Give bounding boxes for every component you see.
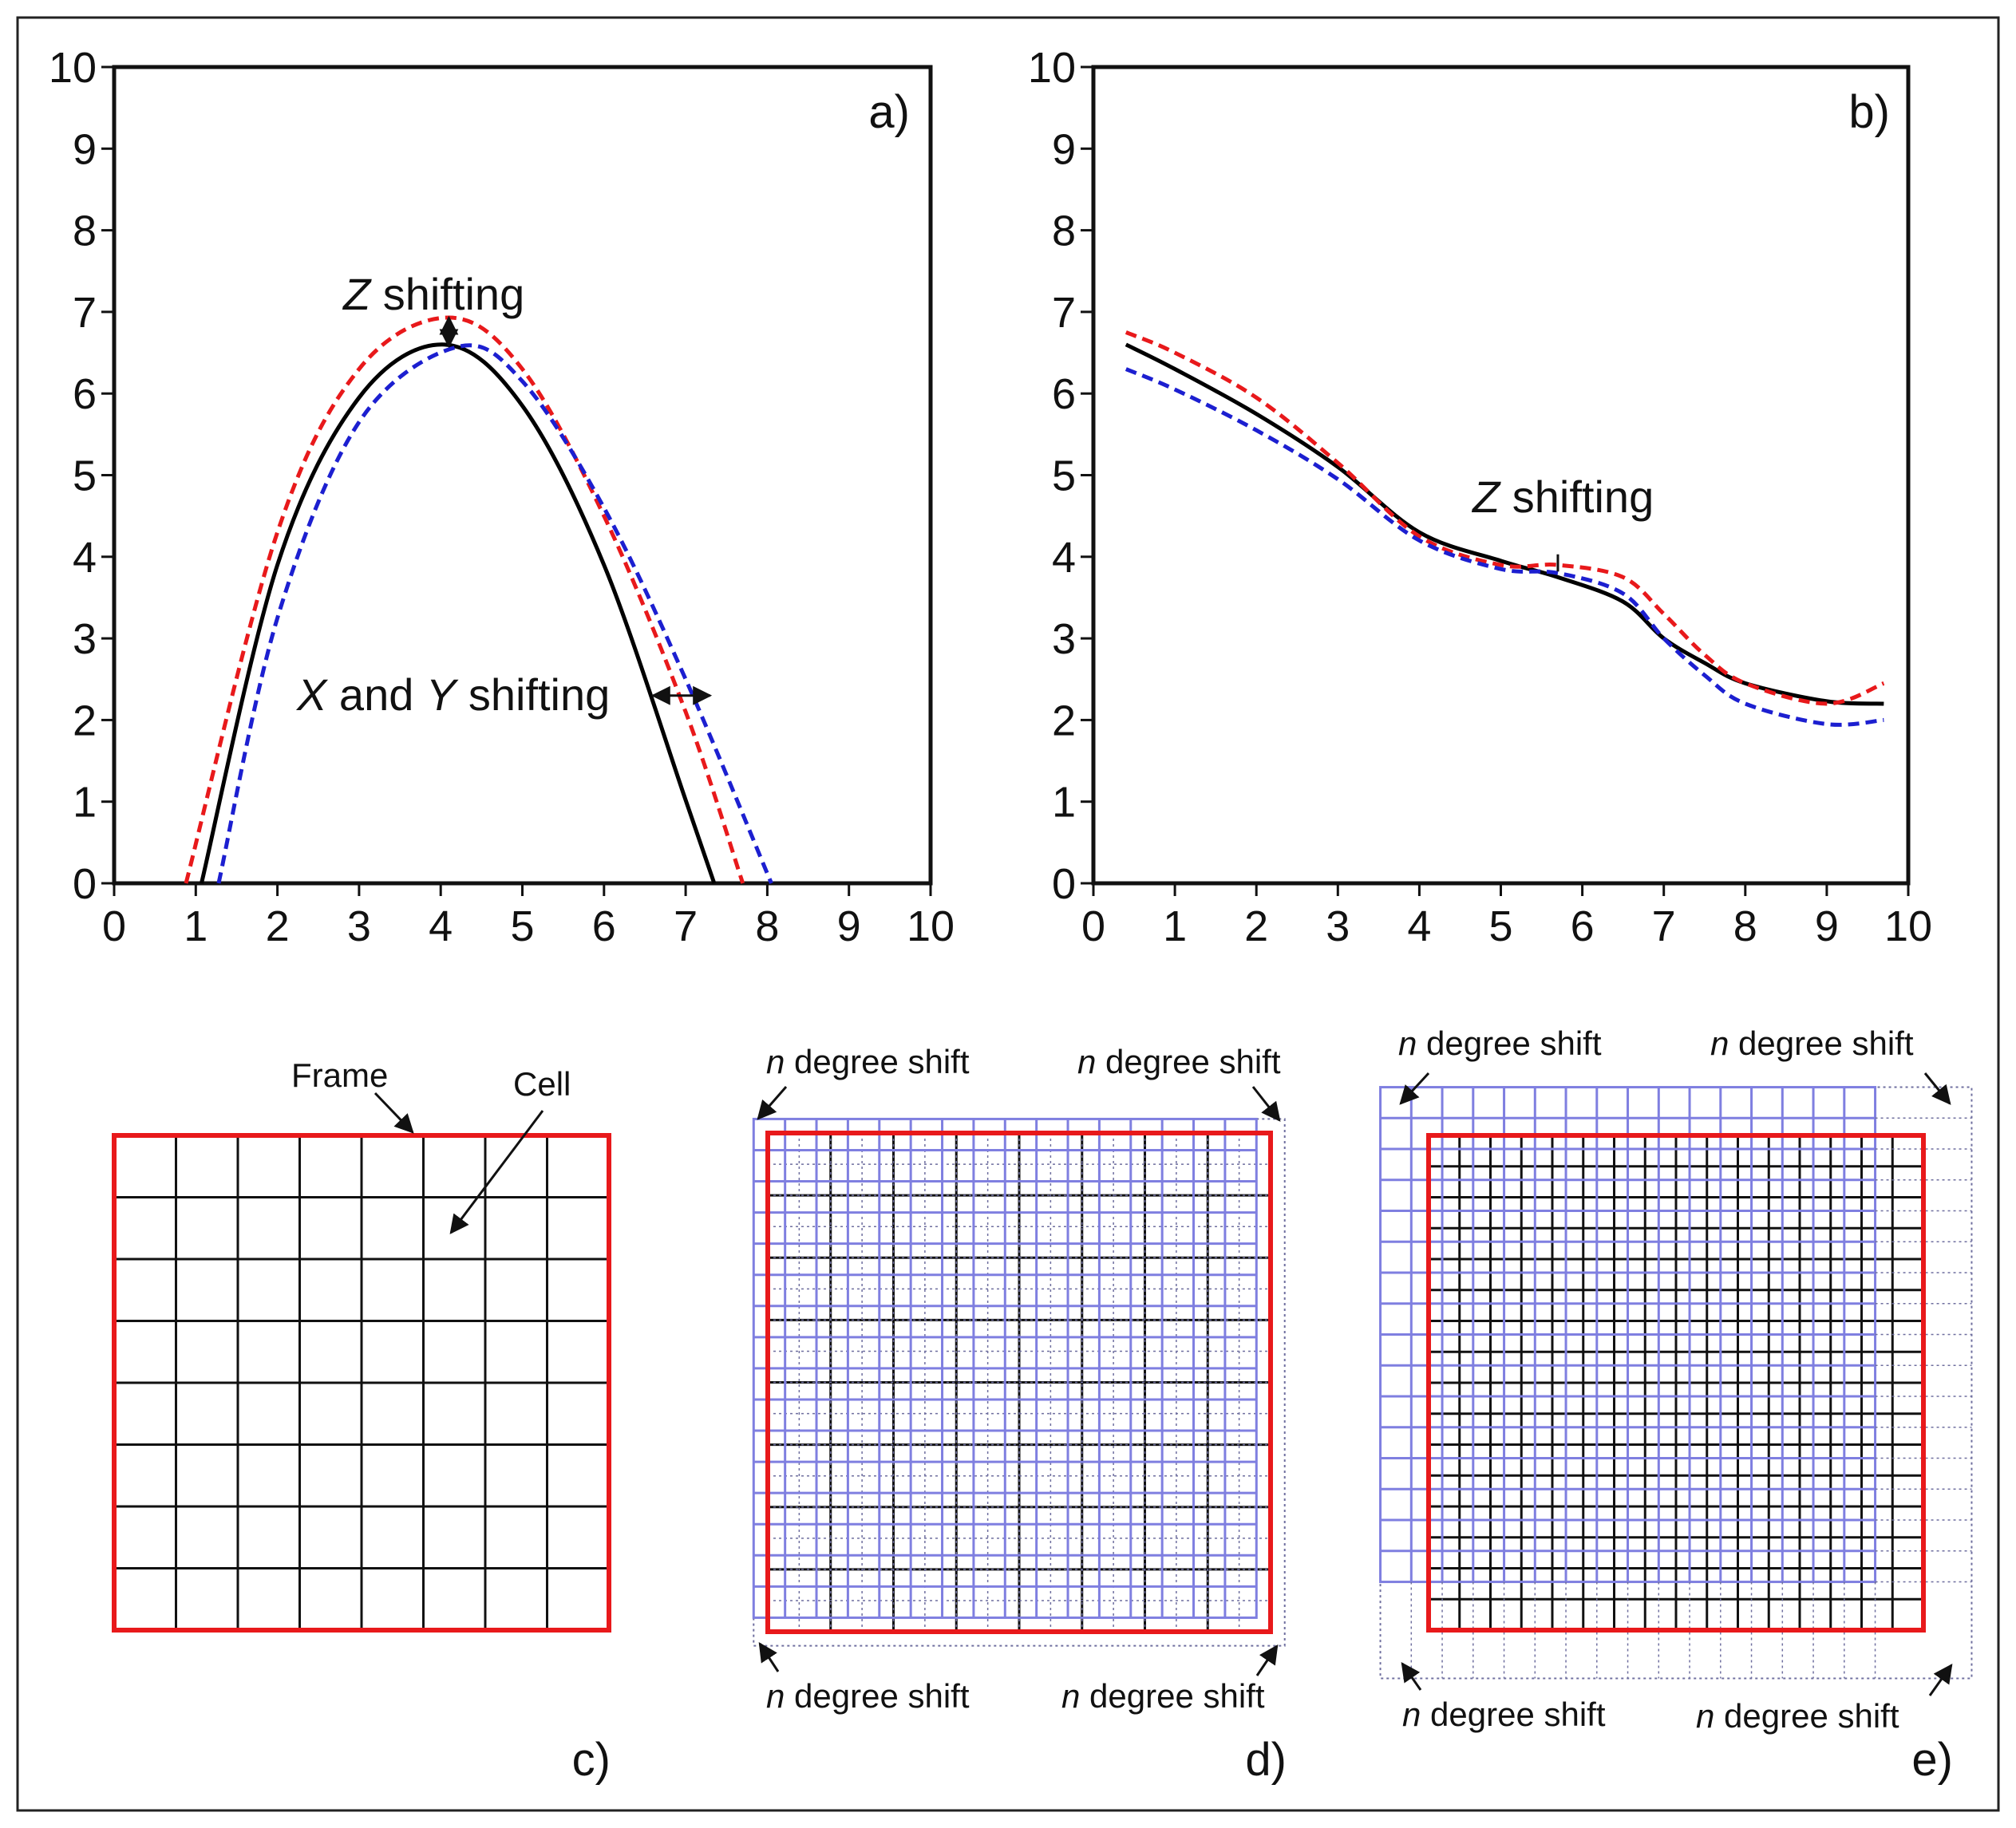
panel-e-shift-arrow-bottom-right xyxy=(1928,1664,1953,1696)
panel-b-y-tick-label: 7 xyxy=(1052,289,1076,337)
panel-b-y-tick-label: 4 xyxy=(1052,534,1076,582)
panel-a-series-z-shifted xyxy=(184,315,745,884)
panel-b-series-x-and-y-shifted xyxy=(1125,367,1884,727)
panel-d-shift-arrow-top-left xyxy=(757,1086,788,1120)
panel-e-shift-label-bottom-right: n degree shift xyxy=(1696,1697,1899,1735)
panel-a-x-tick-label: 10 xyxy=(907,902,955,950)
panel-c-cell-label: Cell xyxy=(513,1065,571,1103)
panel-e-shift-label-top-left: n degree shift xyxy=(1398,1025,1602,1062)
panel-e-shift-label-bottom-left: n degree shift xyxy=(1402,1696,1606,1733)
panel-b-x-tick-label: 7 xyxy=(1652,902,1676,950)
panel-a-series xyxy=(184,315,773,884)
panel-e-shift-label-top-right: n degree shift xyxy=(1710,1025,1914,1062)
panel-b-y-tick-label: 2 xyxy=(1052,697,1076,744)
panel-a-tag: a) xyxy=(868,86,910,138)
panel-d-shift-arrow-top-right xyxy=(1251,1086,1281,1122)
panel-c-cell-arrow xyxy=(449,1110,544,1234)
panel-b-axes: 0 1 2 3 4 5 6 7 8 9 10 0 1 2 3 4 5 6 7 8 9 10 xyxy=(1028,44,1932,950)
panel-e: n degree shift n degree shift n degree s… xyxy=(1379,1025,1973,1786)
panel-b-series-original xyxy=(1125,342,1884,706)
outer-figure-border xyxy=(16,16,2000,1812)
panel-b-x-tick-label: 8 xyxy=(1733,902,1757,950)
panel-b-x-tick-label: 2 xyxy=(1244,902,1268,950)
panel-b-x-tick-label: 6 xyxy=(1571,902,1595,950)
panel-d-frame xyxy=(765,1131,1273,1634)
panel-a-z-shift-label: Z shifting xyxy=(342,269,524,319)
panel-d-tag: d) xyxy=(1245,1734,1287,1786)
panel-a-x-tick-label: 6 xyxy=(592,902,616,950)
panel-a-xy-shift-label: X and Y shifting xyxy=(295,669,610,720)
panel-a-x-tick-label: 3 xyxy=(347,902,371,950)
panel-b-y-tick-label: 0 xyxy=(1052,860,1076,908)
panel-b-z-shift-label: Z shifting xyxy=(1471,472,1654,522)
panel-a-series-x-and-y-shifted xyxy=(216,343,773,884)
panel-b-y-tick-label: 8 xyxy=(1052,207,1076,255)
panel-d-shift-arrow-bottom-left xyxy=(758,1641,780,1672)
panel-b-y-tick-label: 3 xyxy=(1052,615,1076,663)
panel-a-y-tick-label: 0 xyxy=(73,860,97,908)
panel-a-y-tick-label: 8 xyxy=(73,207,97,255)
panel-b-series-z-shifted xyxy=(1125,330,1885,706)
panel-b-x-tick-label: 1 xyxy=(1163,902,1187,950)
panel-e-shift-arrow-top-left xyxy=(1399,1072,1430,1105)
panel-b-tag: b) xyxy=(1848,86,1890,138)
panel-b-x-tick-label: 10 xyxy=(1884,902,1932,950)
panel-e-frame xyxy=(1426,1133,1926,1633)
panel-c: Frame Cell c) xyxy=(112,1056,611,1786)
panel-a-y-tick-label: 6 xyxy=(73,370,97,418)
panel-a-x-tick-label: 0 xyxy=(102,902,126,950)
panel-b-y-tick-label: 6 xyxy=(1052,370,1076,418)
panel-c-frame-arrow xyxy=(374,1092,414,1134)
panel-a-y-tick-label: 3 xyxy=(73,615,97,663)
panel-a-y-tick-label: 9 xyxy=(73,125,97,173)
panel-d-shift-arrow-bottom-right xyxy=(1255,1644,1279,1676)
panel-a-x-tick-label: 8 xyxy=(755,902,779,950)
panel-b-y-tick-label: 10 xyxy=(1028,44,1076,92)
panel-b-y-tick-label: 9 xyxy=(1052,125,1076,173)
panel-a-y-tick-label: 10 xyxy=(49,44,97,92)
panel-d-shift-extent xyxy=(753,1118,1286,1647)
panel-d-shift-label-bottom-left: n degree shift xyxy=(766,1677,970,1715)
panel-e-tag: e) xyxy=(1911,1734,1953,1786)
panel-b-x-tick-label: 3 xyxy=(1326,902,1350,950)
panel-d: n degree shift n degree shift n degree s… xyxy=(752,1043,1287,1786)
panel-d-shift-label-top-right: n degree shift xyxy=(1077,1043,1281,1080)
panel-d-shift-label-top-left: n degree shift xyxy=(766,1043,970,1080)
panel-a-x-tick-label: 2 xyxy=(266,902,290,950)
panel-a-axes: 0 1 2 3 4 5 6 7 8 9 10 0 1 2 3 4 5 6 7 8 9 10 xyxy=(49,44,955,950)
panel-c-cell-grid xyxy=(114,1135,609,1630)
panel-e-grids xyxy=(1379,1086,1973,1680)
panel-a: 0 1 2 3 4 5 6 7 8 9 10 0 1 2 3 4 5 6 7 8 9 10 a) Z shifting X… xyxy=(49,44,955,950)
panel-a-y-tick-label: 4 xyxy=(73,534,97,582)
panel-b: 0 1 2 3 4 5 6 7 8 9 10 0 1 2 3 4 5 6 7 8 9 10 b) Z shifting xyxy=(1028,44,1932,950)
panel-a-x-tick-label: 4 xyxy=(429,902,453,950)
panel-a-x-tick-label: 9 xyxy=(837,902,861,950)
panel-a-x-tick-label: 7 xyxy=(674,902,698,950)
panel-b-x-tick-label: 5 xyxy=(1488,902,1512,950)
panel-e-shift-arrow-bottom-left xyxy=(1401,1662,1422,1691)
panel-c-tag: c) xyxy=(572,1734,611,1786)
panel-d-shift-label-bottom-right: n degree shift xyxy=(1061,1677,1265,1715)
panel-b-y-tick-label: 1 xyxy=(1052,779,1076,827)
panel-a-y-tick-label: 1 xyxy=(73,779,97,827)
panel-c-frame-label: Frame xyxy=(291,1056,388,1094)
panel-a-y-tick-label: 7 xyxy=(73,289,97,337)
panel-d-grids xyxy=(752,1117,1286,1647)
panel-b-x-tick-label: 4 xyxy=(1407,902,1431,950)
panel-a-y-tick-label: 2 xyxy=(73,697,97,744)
panel-a-x-tick-label: 1 xyxy=(184,902,208,950)
panel-b-y-tick-label: 5 xyxy=(1052,452,1076,500)
panel-b-series xyxy=(1125,330,1885,727)
panel-a-plot-frame xyxy=(112,65,933,886)
panel-a-series-original xyxy=(200,342,717,884)
panel-e-shift-arrow-top-right xyxy=(1923,1072,1951,1105)
panel-a-x-tick-label: 5 xyxy=(510,902,534,950)
panel-a-y-tick-label: 5 xyxy=(73,452,97,500)
panel-b-x-tick-label: 0 xyxy=(1081,902,1105,950)
panel-c-frame xyxy=(112,1133,611,1633)
panel-b-x-tick-label: 9 xyxy=(1815,902,1839,950)
